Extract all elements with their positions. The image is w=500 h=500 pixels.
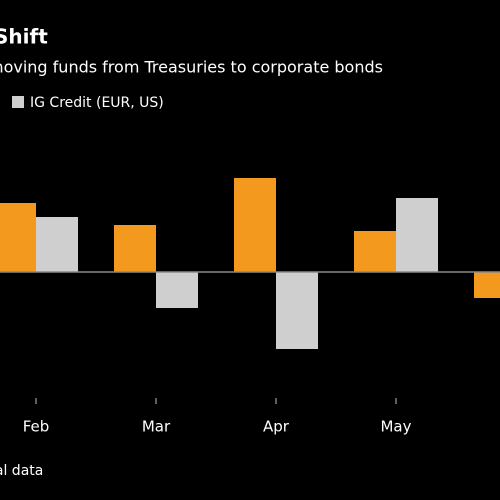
bar [234, 178, 276, 272]
x-tick-label: May [380, 418, 411, 436]
legend-label: IG Credit (EUR, US) [30, 95, 164, 111]
bar [36, 217, 78, 272]
chart-source: pal data [0, 463, 43, 479]
bar [156, 272, 198, 308]
bar [0, 203, 36, 272]
x-tick-label: Feb [23, 418, 50, 436]
chart-subtitle: moving funds from Treasuries to corporat… [0, 58, 383, 77]
bar [474, 272, 500, 298]
bar [396, 198, 438, 272]
x-tick-label: Mar [142, 418, 171, 436]
legend-swatch [12, 96, 24, 108]
bar [354, 231, 396, 272]
bar [114, 225, 156, 272]
x-tick-label: Apr [263, 418, 290, 436]
chart-title: Shift [0, 25, 48, 49]
bar [276, 272, 318, 349]
